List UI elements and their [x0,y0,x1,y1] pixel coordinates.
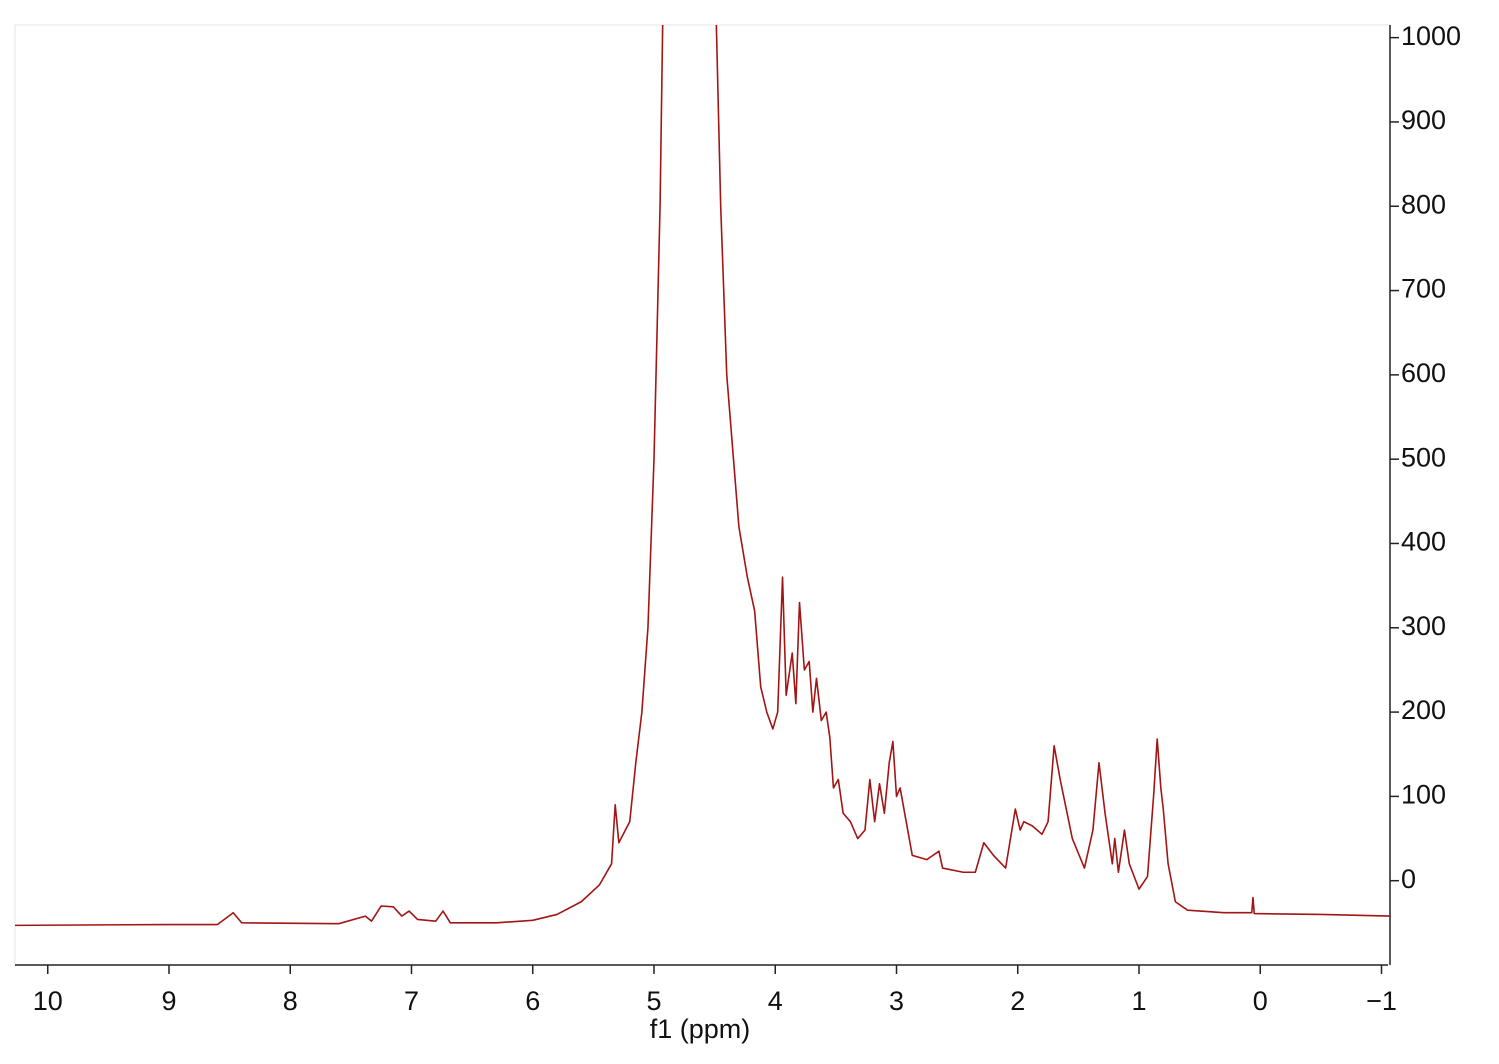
x-tick-label: 3 [889,986,904,1016]
x-tick-label: 9 [161,986,176,1016]
x-tick-label: 7 [404,986,419,1016]
y-tick-label: 600 [1401,358,1446,388]
x-tick-label: −1 [1366,986,1397,1016]
spectrum-line [15,25,1390,927]
y-tick-label: 500 [1401,442,1446,472]
x-tick-label: 0 [1253,986,1268,1016]
y-tick-label: 400 [1401,527,1446,557]
x-tick-label: 10 [33,986,63,1016]
y-tick-label: 800 [1401,189,1446,219]
y-tick-label: 1000 [1401,21,1461,51]
x-axis-label: f1 (ppm) [650,1014,751,1044]
y-tick-label: 300 [1401,611,1446,641]
y-tick-label: 0 [1401,864,1416,894]
x-tick-label: 8 [283,986,298,1016]
plot-frame [14,24,1391,966]
x-tick-label: 1 [1131,986,1146,1016]
y-tick-label: 900 [1401,105,1446,135]
x-tick-label: 4 [768,986,783,1016]
x-tick-label: 5 [646,986,661,1016]
y-tick-label: 100 [1401,780,1446,810]
x-tick-label: 6 [525,986,540,1016]
y-tick-label: 200 [1401,695,1446,725]
y-tick-label: 700 [1401,274,1446,304]
x-tick-label: 2 [1010,986,1025,1016]
